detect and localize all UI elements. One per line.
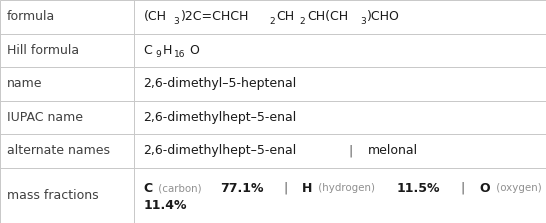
Text: 2: 2: [269, 17, 275, 26]
Text: melonal: melonal: [367, 145, 418, 157]
Text: name: name: [7, 77, 42, 90]
Text: (oxygen): (oxygen): [493, 183, 542, 193]
Text: )2C=CHCH: )2C=CHCH: [181, 10, 249, 23]
Text: |: |: [276, 182, 296, 195]
Text: 2,6-dimethylhept–5-enal: 2,6-dimethylhept–5-enal: [144, 111, 297, 124]
Text: (CH: (CH: [144, 10, 167, 23]
Text: |: |: [453, 182, 473, 195]
Text: |: |: [341, 145, 361, 157]
Text: )CHO: )CHO: [367, 10, 400, 23]
Text: alternate names: alternate names: [7, 145, 110, 157]
Text: O: O: [189, 44, 199, 57]
Text: 3: 3: [173, 17, 179, 26]
Text: CH(CH: CH(CH: [307, 10, 348, 23]
Text: IUPAC name: IUPAC name: [7, 111, 82, 124]
Text: 11.4%: 11.4%: [144, 199, 187, 212]
Text: O: O: [479, 182, 490, 195]
Text: 3: 3: [360, 17, 366, 26]
Text: (carbon): (carbon): [156, 183, 205, 193]
Text: C: C: [144, 44, 152, 57]
Text: H: H: [162, 44, 171, 57]
Text: formula: formula: [7, 10, 55, 23]
Text: 77.1%: 77.1%: [219, 182, 263, 195]
Text: 2: 2: [300, 17, 305, 26]
Text: 9: 9: [155, 50, 161, 59]
Text: (hydrogen): (hydrogen): [316, 183, 378, 193]
Text: 11.5%: 11.5%: [397, 182, 441, 195]
Text: 16: 16: [174, 50, 186, 59]
Text: 2,6-dimethylhept–5-enal: 2,6-dimethylhept–5-enal: [144, 145, 297, 157]
Text: CH: CH: [276, 10, 294, 23]
Text: Hill formula: Hill formula: [7, 44, 79, 57]
Text: C: C: [144, 182, 153, 195]
Text: 2,6-dimethyl–5-heptenal: 2,6-dimethyl–5-heptenal: [144, 77, 297, 90]
Text: mass fractions: mass fractions: [7, 189, 98, 202]
Text: H: H: [302, 182, 312, 195]
